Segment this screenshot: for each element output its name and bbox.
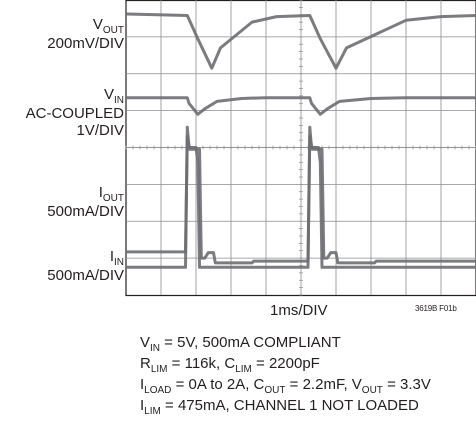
figure-id: 3619B F01b — [415, 304, 457, 313]
iout-channel-name: IOUT — [98, 184, 124, 204]
condition-line: RLIM = 116k, CLIM = 2200pF — [140, 355, 320, 375]
test-conditions: VIN = 5V, 500mA COMPLIANT RLIM = 116k, CL… — [140, 333, 431, 417]
vout-channel-label: VOUT 200mV/DIV — [47, 16, 124, 52]
condition-line: ILIM = 475mA, CHANNEL 1 NOT LOADED — [140, 397, 419, 417]
trace-vout — [125, 12, 476, 70]
iin-channel-scale: 500mA/DIV — [47, 267, 124, 284]
trace-iin — [126, 134, 476, 265]
trace-iout — [126, 125, 476, 269]
condition-line: VIN = 5V, 500mA COMPLIANT — [140, 334, 341, 354]
vout-channel-name: VOUT — [92, 16, 124, 36]
vin-channel-scale: 1V/DIV — [76, 122, 124, 139]
iout-channel-scale: 500mA/DIV — [47, 203, 124, 220]
vin-channel-name: VIN — [103, 86, 124, 106]
vin-channel-label: VIN AC-COUPLED 1V/DIV — [26, 86, 124, 139]
vout-channel-scale: 200mV/DIV — [47, 35, 124, 52]
iout-channel-label: IOUT 500mA/DIV — [47, 184, 124, 220]
time-scale-label: 1ms/DIV — [270, 302, 328, 319]
vin-coupling-mode: AC-COUPLED — [25, 105, 124, 122]
iin-channel-label: IIN 500mA/DIV — [47, 248, 124, 284]
condition-line: ILOAD = 0A to 2A, COUT = 2.2mF, VOUT = 3… — [140, 376, 431, 396]
iin-channel-name: IIN — [109, 248, 124, 268]
trace-vin — [126, 96, 476, 116]
